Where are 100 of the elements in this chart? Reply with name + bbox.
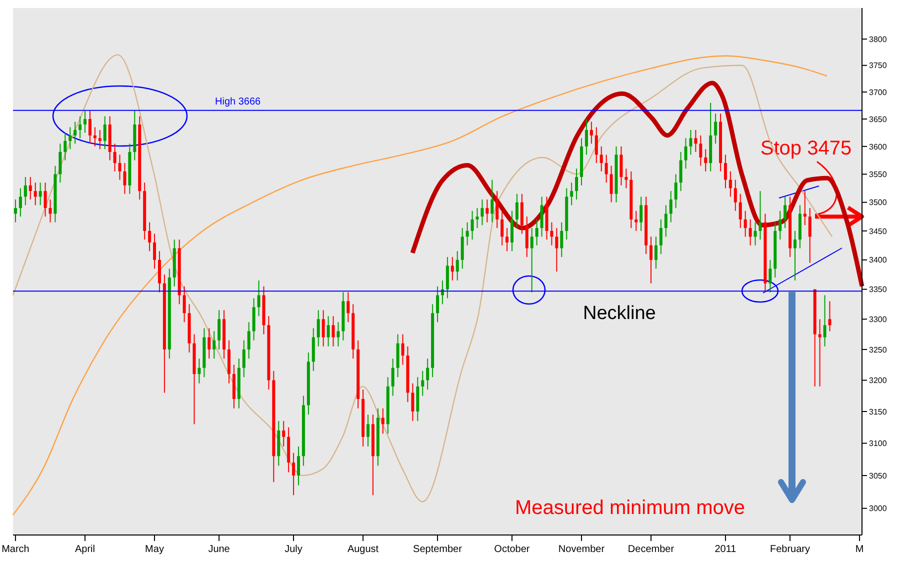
candlestick — [366, 414, 370, 447]
candlestick — [28, 176, 32, 200]
candlestick — [242, 340, 246, 378]
x-tick-label: M — [855, 544, 864, 555]
candlestick — [123, 162, 126, 194]
candlestick — [460, 228, 464, 270]
x-tick-label: 2011 — [714, 544, 737, 555]
candlestick — [18, 188, 22, 218]
line-series — [410, 80, 864, 289]
candlestick — [24, 176, 27, 206]
candlestick — [684, 138, 688, 170]
candlestick — [153, 233, 156, 270]
candlestick — [793, 230, 796, 281]
x-tick-label: August — [347, 544, 379, 555]
candlestick — [64, 132, 67, 161]
candlestick — [506, 228, 509, 252]
candlestick — [500, 210, 504, 246]
candlestick — [48, 199, 52, 223]
candlestick — [515, 193, 518, 229]
x-tick-label: July — [284, 544, 302, 555]
candlestick — [748, 218, 752, 246]
candlestick — [738, 193, 742, 229]
candlestick — [381, 408, 384, 434]
candlestick — [778, 210, 782, 240]
candlestick — [436, 286, 440, 323]
y-tick-label: 3250 — [869, 345, 888, 354]
candlestick — [391, 358, 394, 396]
candlestick — [689, 129, 692, 156]
candlestick — [456, 250, 459, 281]
candlestick — [182, 286, 186, 323]
candlestick — [818, 318, 822, 387]
candlestick — [570, 182, 574, 206]
candlestick — [466, 222, 469, 246]
candlestick — [332, 316, 335, 347]
candlestick — [486, 199, 489, 223]
candlestick — [470, 210, 474, 240]
candlestick — [728, 170, 732, 198]
y-tick-label: 3800 — [869, 34, 888, 44]
candlestick — [322, 310, 325, 347]
candlestick — [758, 190, 762, 240]
y-tick-label: 3300 — [869, 314, 888, 324]
candlestick — [421, 370, 424, 396]
candlestick — [600, 146, 603, 172]
candlestick — [98, 129, 102, 150]
candlestick — [496, 190, 499, 229]
candlestick — [724, 154, 727, 189]
candlestick — [346, 292, 350, 323]
candlestick — [555, 228, 558, 272]
candlestick — [450, 256, 454, 281]
candlestick — [208, 328, 211, 360]
candlestick — [93, 126, 96, 147]
candlestick — [198, 358, 201, 384]
candlestick — [158, 250, 161, 293]
candlestick — [659, 218, 662, 255]
x-tick-label: April — [74, 544, 95, 555]
x-tick-label: February — [770, 544, 810, 555]
candlestick — [744, 210, 747, 238]
candlestick — [784, 196, 787, 229]
candlestick — [604, 154, 608, 184]
candlestick — [520, 193, 524, 234]
candlestick — [148, 222, 152, 252]
y-tick-label: 3450 — [869, 226, 888, 236]
candlestick — [530, 228, 534, 293]
candlestick — [535, 218, 538, 246]
candlestick — [118, 154, 122, 180]
y-tick-label: 3200 — [869, 376, 888, 386]
x-tick-label: November — [558, 544, 606, 555]
x-tick-label: May — [145, 544, 164, 555]
candlestick — [704, 148, 708, 172]
candlestick — [808, 208, 812, 264]
y-tick-label: 3150 — [869, 407, 888, 416]
candlestick — [316, 310, 320, 347]
candlestick — [326, 316, 330, 347]
candlestick — [480, 199, 484, 226]
y-tick-label: 3000 — [869, 504, 888, 514]
annotation: Measured minimum move — [514, 497, 746, 519]
candlestick — [282, 420, 286, 447]
annotation: Stop 3475 — [760, 138, 852, 160]
candlestick — [257, 280, 260, 317]
candlestick — [426, 358, 430, 390]
candlestick — [699, 134, 702, 166]
candlestick — [768, 259, 772, 293]
candlestick — [803, 190, 806, 226]
candlestick — [490, 179, 494, 223]
candlestick — [218, 310, 221, 350]
candlestick — [664, 204, 668, 238]
candlestick — [14, 199, 17, 223]
candlestick — [634, 210, 638, 232]
candlestick — [620, 146, 623, 186]
candlestick — [669, 190, 672, 223]
candlestick — [734, 179, 737, 212]
x-tick-label: March — [2, 544, 30, 555]
candlestick — [654, 236, 658, 270]
x-tick-label: June — [208, 544, 230, 555]
candlestick — [446, 256, 449, 299]
candlestick — [823, 294, 826, 347]
candlestick — [540, 196, 544, 238]
candlestick — [74, 121, 77, 144]
candlestick — [68, 126, 72, 150]
ref-line-label: Neckline — [583, 303, 656, 324]
